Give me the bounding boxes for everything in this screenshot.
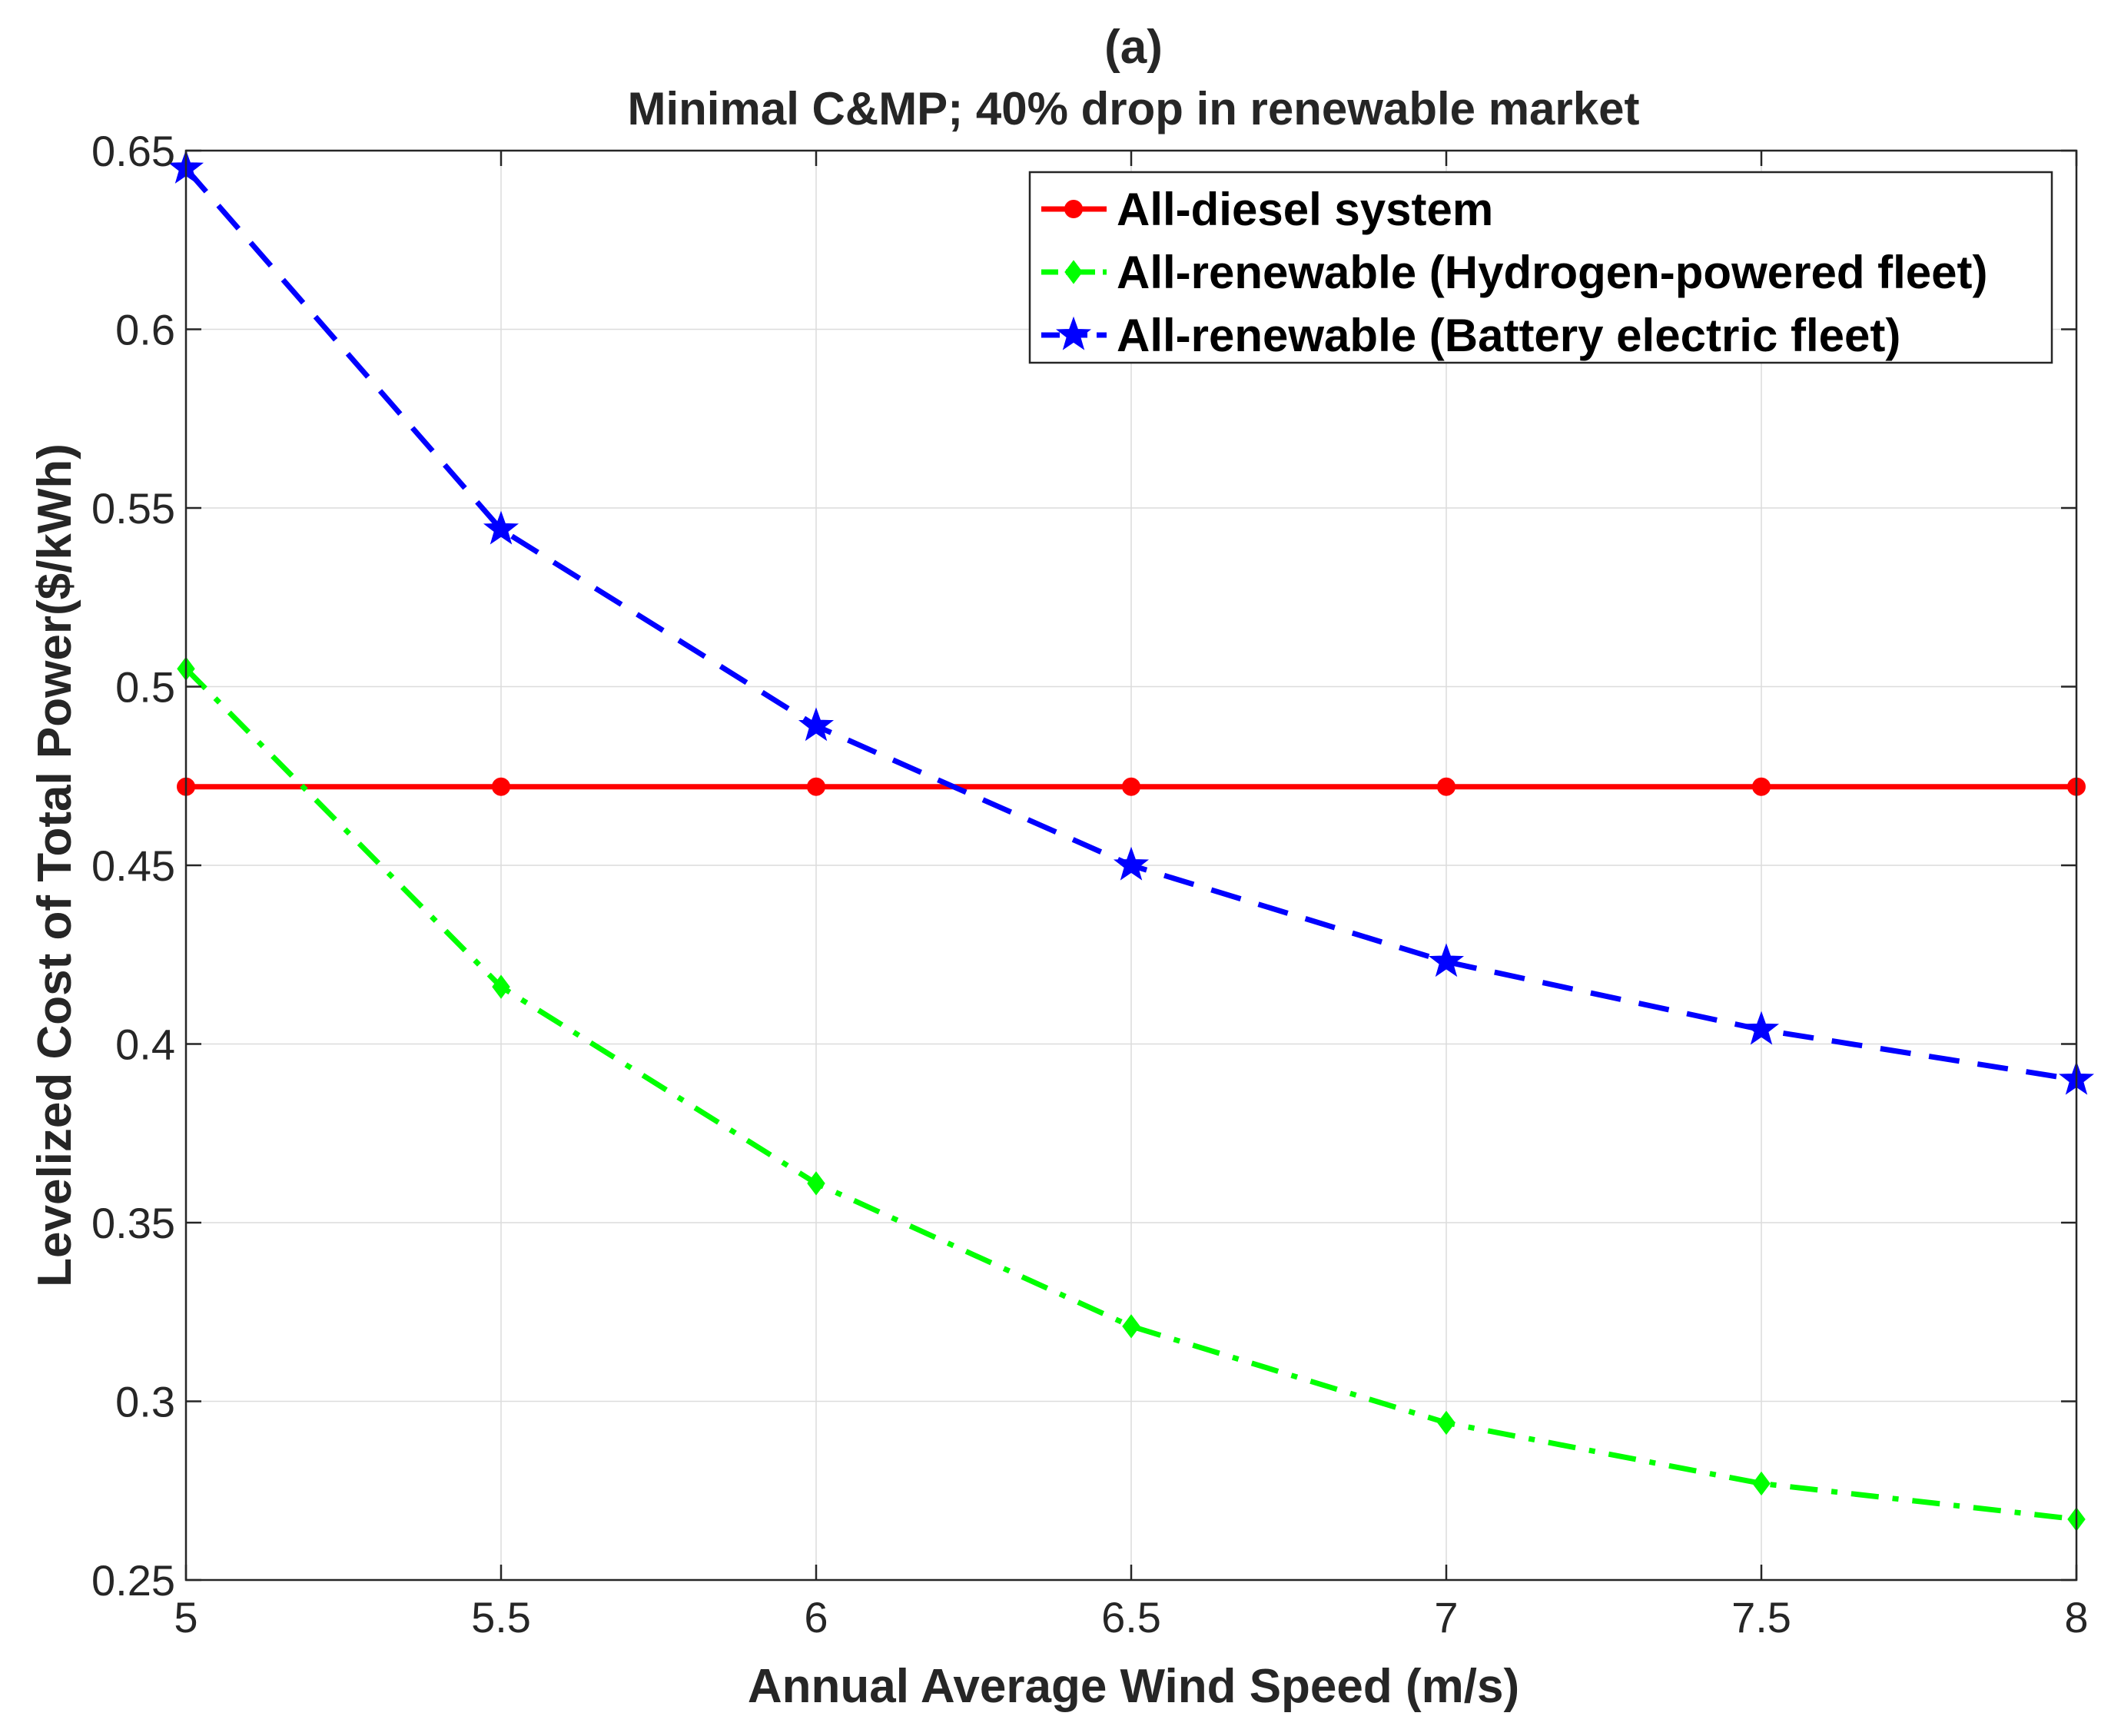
- x-tick-label: 6.5: [1101, 1593, 1161, 1641]
- y-tick-label: 0.45: [91, 841, 175, 890]
- legend-entry-1: All-diesel system: [1041, 184, 1493, 235]
- legend-label: All-diesel system: [1117, 184, 1493, 235]
- y-tick-label: 0.25: [91, 1556, 175, 1605]
- tick-layer: 5 5.5 6 6.5 7 7.5 8 0.25 0.3 0.35 0.4 0.45 0.5 0.55 0.…: [91, 127, 2089, 1641]
- circle-marker: [1437, 777, 1455, 796]
- diamond-marker: [1437, 1410, 1455, 1436]
- diamond-marker: [492, 974, 510, 999]
- x-tick-label: 7.5: [1731, 1593, 1791, 1641]
- x-tick-label: 6: [804, 1593, 828, 1641]
- y-tick-label: 0.5: [115, 663, 175, 712]
- x-axis-label: Annual Average Wind Speed (m/s): [748, 1660, 1519, 1713]
- x-tick-label: 8: [2064, 1593, 2088, 1641]
- y-tick-label: 0.4: [115, 1021, 175, 1069]
- y-tick-label: 0.55: [91, 484, 175, 533]
- star-marker: [1428, 943, 1465, 978]
- diamond-marker: [1122, 1314, 1140, 1339]
- legend-label: All-renewable (Battery electric fleet): [1117, 310, 1900, 361]
- legend-entry-2: All-renewable (Hydrogen-powered fleet): [1041, 247, 1988, 298]
- circle-marker: [807, 777, 825, 796]
- y-tick-label: 0.65: [91, 127, 175, 175]
- star-marker: [798, 707, 835, 742]
- circle-marker: [1122, 777, 1140, 796]
- diamond-marker: [1752, 1471, 1771, 1496]
- series-layer: [168, 150, 2095, 1532]
- series-1: [177, 777, 2086, 796]
- legend: All-diesel system All-renewable (Hydrogen…: [1028, 171, 2053, 364]
- chart-subtitle: Minimal C&MP; 40% drop in renewable mark…: [628, 83, 1640, 134]
- circle-marker: [1064, 200, 1083, 218]
- x-tick-label: 5.5: [471, 1593, 531, 1641]
- legend-entry-3: All-renewable (Battery electric fleet): [1041, 310, 1900, 361]
- circle-marker: [1752, 777, 1771, 796]
- star-marker: [1743, 1011, 1780, 1045]
- legend-box: [1028, 171, 2053, 364]
- y-tick-label: 0.35: [91, 1199, 175, 1247]
- star-marker: [483, 510, 519, 545]
- diamond-marker: [1064, 260, 1083, 284]
- x-tick-label: 7: [1434, 1593, 1458, 1641]
- diamond-marker: [807, 1171, 825, 1196]
- star-marker: [1113, 846, 1150, 881]
- y-tick-label: 0.3: [115, 1378, 175, 1426]
- y-axis-label: Levelized Cost of Total Power($/kWh): [28, 443, 81, 1287]
- legend-label: All-renewable (Hydrogen-powered fleet): [1117, 247, 1988, 298]
- x-tick-label: 5: [174, 1593, 197, 1641]
- y-tick-label: 0.6: [115, 306, 175, 354]
- circle-marker: [492, 777, 510, 796]
- chart-title: (a): [1104, 21, 1163, 74]
- star-marker: [1055, 316, 1092, 350]
